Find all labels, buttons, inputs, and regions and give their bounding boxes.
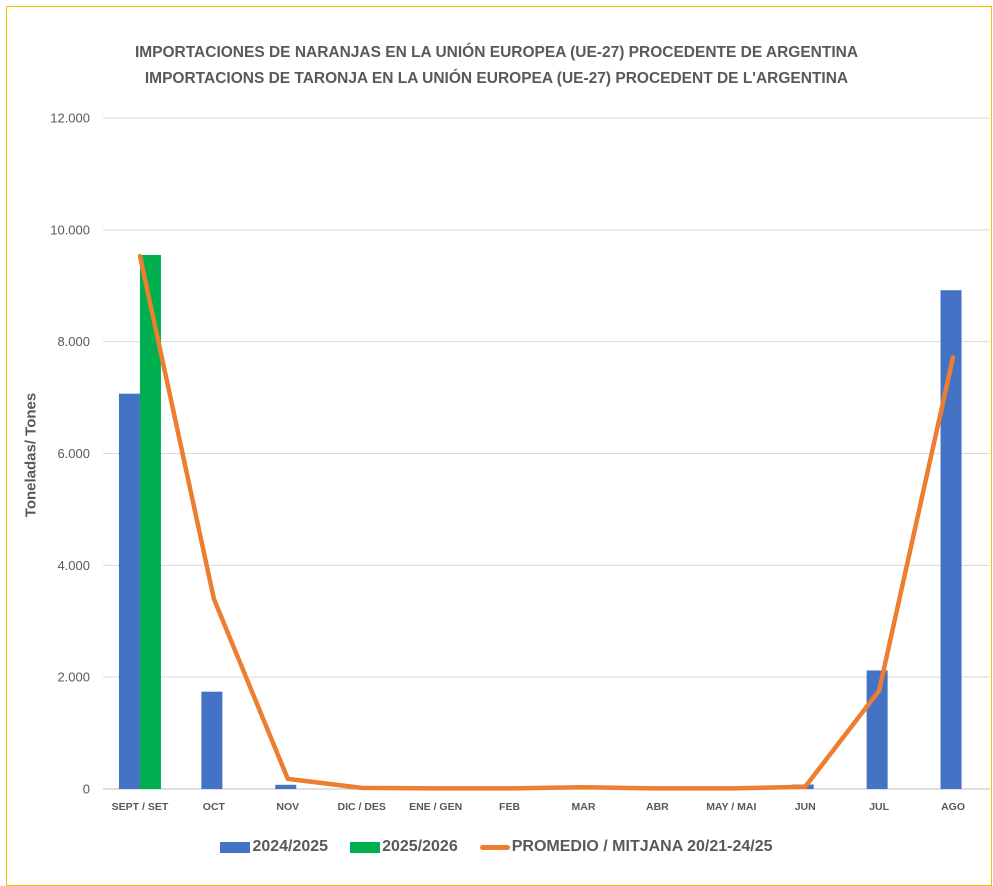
legend-item-2024-2025: 2024/2025 [220, 838, 328, 856]
legend-line-average [479, 844, 510, 850]
legend-label-2025-2026: 2025/2026 [382, 838, 458, 855]
legend-item-average: PROMEDIO / MITJANA 20/21-24/25 [479, 838, 773, 856]
chart-title: IMPORTACIONES DE NARANJAS EN LA UNIÓN EU… [134, 44, 859, 61]
chart-frame [6, 6, 992, 886]
chart-subtitle: IMPORTACIONS DE TARONJA EN LA UNIÓN EURO… [144, 70, 849, 87]
legend-label-average: PROMEDIO / MITJANA 20/21-24/25 [511, 838, 773, 855]
legend-swatch-2025-2026 [350, 841, 381, 853]
legend-item-2025-2026: 2025/2026 [350, 838, 458, 856]
legend: 2024/2025 2025/2026 PROMEDIO / MITJANA 2… [0, 838, 993, 856]
y-axis-label: Toneladas/ Tones [22, 392, 40, 518]
legend-swatch-2024-2025 [220, 841, 251, 853]
legend-label-2024-2025: 2024/2025 [252, 838, 329, 855]
